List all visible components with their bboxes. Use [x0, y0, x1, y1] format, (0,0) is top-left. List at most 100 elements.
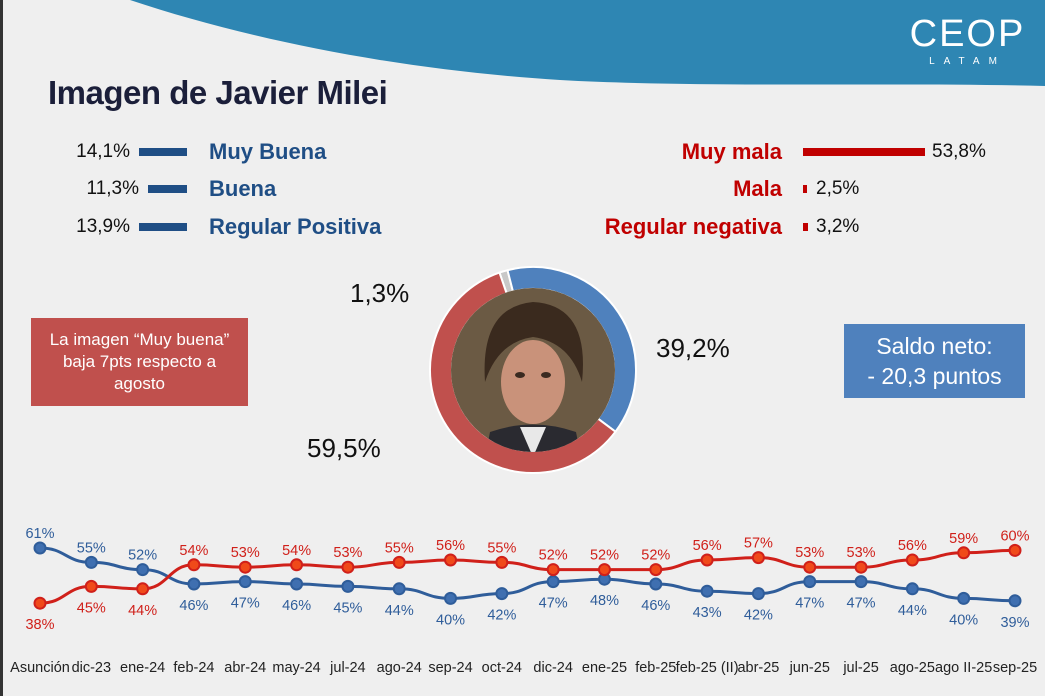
- data-point: [33, 596, 47, 610]
- data-label: 48%: [590, 593, 619, 609]
- donut-label-red: 59,5%: [307, 433, 381, 463]
- x-tick-label: jun-25: [789, 660, 830, 676]
- data-point: [238, 575, 252, 589]
- data-label: 54%: [282, 543, 311, 559]
- data-label: 42%: [744, 608, 773, 624]
- data-label: 38%: [25, 617, 54, 633]
- data-point: [905, 582, 919, 596]
- data-label: 52%: [128, 548, 157, 564]
- x-tick-label: abr-24: [224, 660, 266, 676]
- data-point: [392, 555, 406, 569]
- milei-photo: [451, 288, 615, 452]
- data-label: 55%: [77, 540, 106, 556]
- x-tick-label: ago-25: [890, 660, 935, 676]
- data-point: [546, 575, 560, 589]
- data-label: 42%: [487, 608, 516, 624]
- data-label: 57%: [744, 536, 773, 552]
- data-point: [1008, 594, 1022, 608]
- x-tick-label: sep-25: [993, 660, 1037, 676]
- x-tick-label: dic-23: [72, 660, 112, 676]
- callout-line: Saldo neto:: [876, 333, 993, 359]
- data-point: [290, 577, 304, 591]
- x-tick-label: abr-25: [737, 660, 779, 676]
- data-label: 53%: [231, 545, 260, 561]
- data-point: [957, 546, 971, 560]
- data-point: [905, 553, 919, 567]
- label: Mala: [733, 176, 782, 201]
- callout-muy-buena: La imagen “Muy buena” baja 7pts respecto…: [31, 318, 248, 406]
- header-wave: [130, 0, 1045, 86]
- pct: 11,3%: [86, 178, 139, 199]
- data-label: 53%: [847, 545, 876, 561]
- data-point: [597, 563, 611, 577]
- label: Muy mala: [681, 139, 782, 164]
- legend-muy-buena: 14,1% Muy Buena: [0, 139, 326, 165]
- data-label: 55%: [385, 540, 414, 556]
- data-label: 39%: [1000, 615, 1029, 631]
- ceop-logo: CEOP LATAM: [905, 14, 1030, 67]
- bar: [803, 148, 925, 156]
- data-label: 44%: [128, 603, 157, 619]
- data-point: [1008, 543, 1022, 557]
- donut-label-gray: 1,3%: [350, 278, 410, 308]
- data-label: 44%: [385, 603, 414, 619]
- data-point: [290, 558, 304, 572]
- x-tick-label: sep-24: [428, 660, 472, 676]
- pct: 3,2%: [816, 216, 860, 237]
- callout-line: - 20,3 puntos: [867, 363, 1002, 389]
- data-point: [751, 551, 765, 565]
- data-point: [392, 582, 406, 596]
- pct: 53,8%: [932, 141, 986, 162]
- donut-chart: [429, 266, 637, 474]
- data-label: 47%: [539, 596, 568, 612]
- data-point: [649, 563, 663, 577]
- data-label: 52%: [590, 548, 619, 564]
- label: Buena: [209, 176, 277, 201]
- data-point: [546, 563, 560, 577]
- data-point: [136, 563, 150, 577]
- data-label: 47%: [231, 596, 260, 612]
- data-label: 53%: [795, 545, 824, 561]
- data-label: 56%: [693, 538, 722, 554]
- data-label: 40%: [436, 612, 465, 628]
- data-label: 45%: [77, 600, 106, 616]
- data-point: [33, 541, 47, 555]
- data-label: 46%: [641, 598, 670, 614]
- legend-buena: 11,3% Buena: [0, 176, 277, 202]
- data-point: [84, 579, 98, 593]
- bar: [803, 223, 808, 231]
- data-label: 54%: [179, 543, 208, 559]
- data-label: 46%: [179, 598, 208, 614]
- label: Muy Buena: [209, 139, 327, 164]
- data-label: 59%: [949, 531, 978, 547]
- left-border: [0, 0, 3, 696]
- line-chart: Asunción dic-23 ene-24 feb-24 abr-24 may-24 ju…: [10, 526, 1037, 676]
- data-point: [700, 553, 714, 567]
- bar: [148, 185, 187, 193]
- data-label: 52%: [539, 548, 568, 564]
- bar: [803, 185, 807, 193]
- label: Regular Positiva: [209, 214, 382, 239]
- data-label: 56%: [436, 538, 465, 554]
- data-point: [341, 579, 355, 593]
- data-point: [187, 558, 201, 572]
- data-label: 53%: [333, 545, 362, 561]
- data-point: [187, 577, 201, 591]
- data-point: [444, 553, 458, 567]
- bar: [139, 148, 187, 156]
- data-point: [136, 582, 150, 596]
- data-label: 45%: [333, 600, 362, 616]
- legend-regular-negativa: Regular negativa 3,2%: [0, 214, 1045, 240]
- x-tick-label: dic-24: [533, 660, 573, 676]
- x-tick-label: oct-24: [482, 660, 522, 676]
- data-point: [803, 560, 817, 574]
- pct: 2,5%: [816, 178, 860, 199]
- data-label: 47%: [847, 596, 876, 612]
- data-point: [444, 591, 458, 605]
- x-tick-label: feb-25: [635, 660, 676, 676]
- data-point: [649, 577, 663, 591]
- data-label: 52%: [641, 548, 670, 564]
- x-tick-label: may-24: [272, 660, 320, 676]
- donut-label-blue: 39,2%: [656, 333, 730, 363]
- data-point: [84, 555, 98, 569]
